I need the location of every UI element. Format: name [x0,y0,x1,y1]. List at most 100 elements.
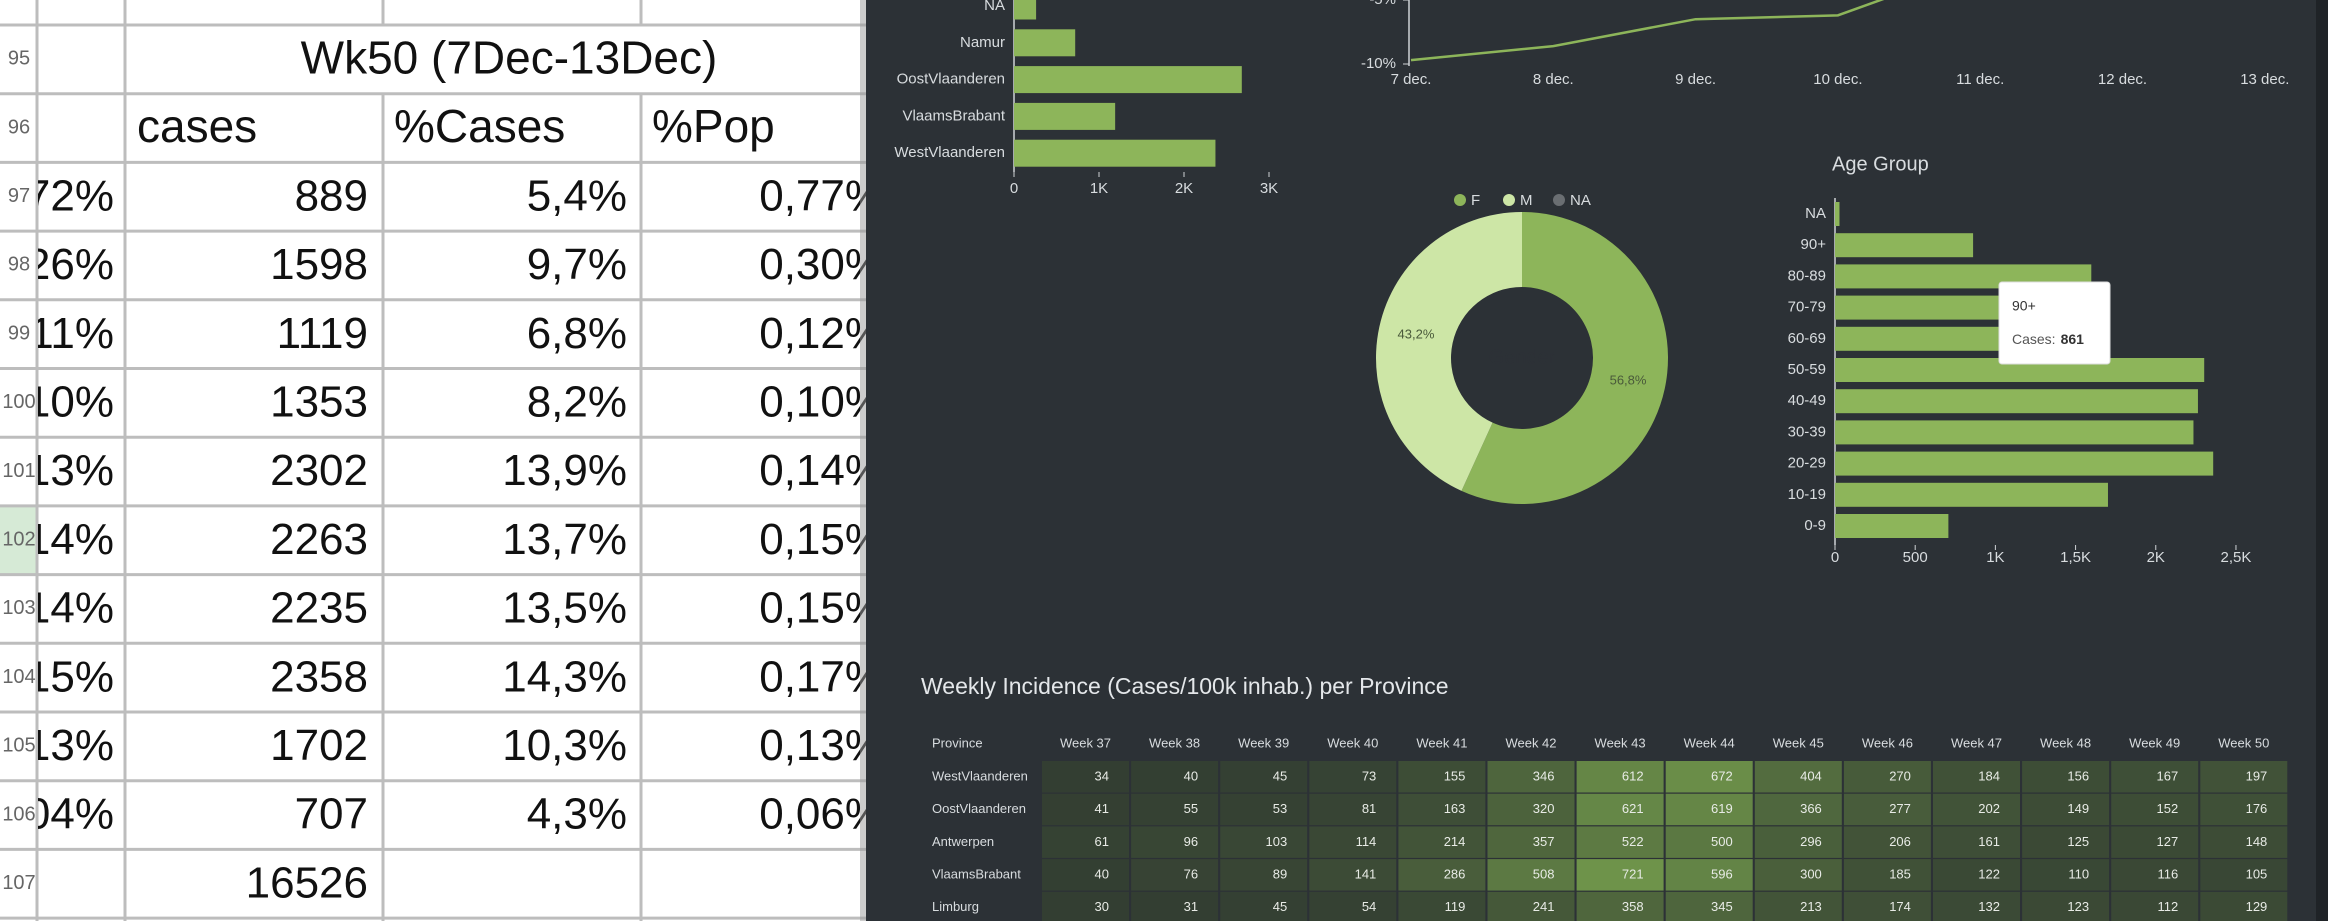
cell-value: 286 [1444,867,1466,882]
heat-cell [1220,761,1308,793]
heat-cell [2200,859,2288,891]
cell-value: 141 [1355,867,1377,882]
cell: 13% [26,446,114,495]
cell-value: 296 [1800,834,1822,849]
cell-value: 176 [2246,801,2268,816]
cell-value: 103 [1265,834,1287,849]
heat-cell [1487,793,1575,826]
heat-cell [1220,891,1308,921]
cell: 1119 [277,309,368,358]
tooltip-value: 861 [2061,331,2085,347]
heat-cell [2022,793,2110,826]
heat-cell [1665,859,1753,891]
legend-label: M [1520,192,1533,209]
x-tick-label: 500 [1903,549,1928,566]
cell-value: 53 [1273,801,1287,816]
province-name: Limburg [932,899,979,914]
donut-slice [1461,212,1669,504]
table-header: Week 38 [1149,735,1200,750]
legend-label: NA [1570,192,1591,209]
heat-cell [1309,859,1397,891]
heat-cell [2022,891,2110,921]
heat-cell [1933,826,2020,858]
cell: 6,8% [527,309,627,358]
row-number: 95 [8,48,30,70]
heat-cell [1665,891,1753,921]
cell-value: 202 [1978,801,2000,816]
y-tick-label: WestVlaanderen [894,144,1005,161]
x-tick-label: 0 [1831,549,1839,566]
y-tick-label: NA [1805,205,1826,222]
y-tick-label: 70-79 [1788,299,1826,316]
cell-value: 119 [1445,899,1466,914]
y-tick-label: 80-89 [1788,267,1826,284]
table-header: Week 49 [2129,735,2180,750]
heat-cell [2111,793,2199,826]
row-number: 104 [2,666,35,688]
heat-cell [1309,793,1397,826]
tooltip-body: Cases: 861 [2012,331,2084,347]
table-header: Week 47 [1951,735,2002,750]
heat-cell [2022,859,2110,891]
heat-cell [1754,826,1842,858]
table-header: Week 39 [1238,735,1289,750]
heat-cell [1843,761,1931,793]
table-header: Week 44 [1684,735,1735,750]
table-header: Week 45 [1773,735,1824,750]
cell-value: 41 [1095,801,1109,816]
chart-title: Age Group [1832,153,1929,175]
x-tick-label: 1K [1090,180,1108,197]
heat-cell [1131,891,1219,921]
total-cell: 16526 [246,858,368,907]
cell: 13,9% [502,446,627,495]
province-name: VlaamsBrabant [932,867,1021,882]
cell-value: 122 [1978,867,2000,882]
heat-cell [1042,826,1129,858]
heat-cell [1398,826,1486,858]
bar [1835,482,2108,507]
cell: 26% [26,240,114,289]
heat-cell [1042,761,1129,793]
heat-cell [1042,891,1129,921]
cell: 889 [295,171,368,220]
spreadsheet: 95 96 97 98 99 100 101 102 103 104 105 106 107 Wk50 (… [0,0,884,921]
heat-cell [2200,793,2288,826]
province-name: WestVlaanderen [932,768,1028,783]
heat-cell [1665,761,1753,793]
y-tick-label: 90+ [1801,236,1827,253]
column-a: 72% 26% 11% 10% 13% 14% 14% 15% 13% 04% [26,171,114,838]
y-tick-label: 10-19 [1788,486,1826,503]
scrollbar[interactable] [2316,0,2328,921]
cell: 0,06% [759,790,884,839]
heat-cell [1131,826,1219,858]
cell-value: 125 [2067,834,2089,849]
y-tick-label: 30-39 [1788,423,1826,440]
table-header: Week 46 [1862,735,1913,750]
cell-value: 89 [1273,867,1287,882]
cell: 707 [295,790,368,839]
cell-value: 73 [1362,768,1376,783]
cell-value: 127 [2156,834,2178,849]
cell-value: 45 [1273,899,1287,914]
cell: 0,15% [759,584,884,633]
heat-cell [1843,859,1931,891]
cell-value: 110 [2068,867,2089,882]
heat-cell [2200,761,2288,793]
province-name: OostVlaanderen [932,801,1026,816]
data-label: 56,8% [1610,372,1647,387]
column-header: %Cases [394,100,565,152]
y-tick-label: VlaamsBrabant [902,107,1005,124]
cell-value: 30 [1095,899,1109,914]
heat-cell [1487,826,1575,858]
heat-cell [1487,761,1575,793]
heat-cell [1933,891,2020,921]
cell-value: 619 [1711,801,1733,816]
cell-value: 596 [1711,867,1733,882]
heat-cell [1933,793,2020,826]
table-header: Week 37 [1060,735,1111,750]
heat-cell [1131,761,1219,793]
heat-cell [1843,891,1931,921]
x-tick-label: 11 dec. [1956,71,2004,88]
table-header: Week 42 [1505,735,1556,750]
heat-cell [1933,761,2020,793]
